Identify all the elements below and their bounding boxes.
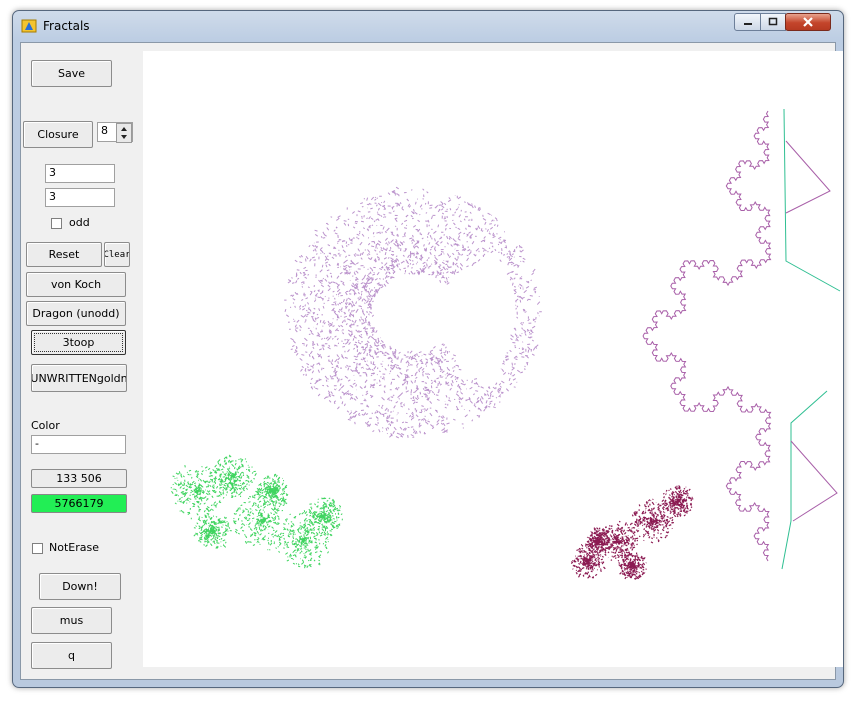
3toop-button[interactable]: 3toop xyxy=(31,330,126,355)
title-bar[interactable]: Fractals xyxy=(13,11,843,42)
closure-spinner[interactable] xyxy=(116,123,132,143)
param-input-1[interactable]: 3 xyxy=(45,164,115,183)
app-icon xyxy=(21,19,37,33)
app-window: Fractals Save Closure 8 3 3 odd Reset Cl… xyxy=(12,10,844,688)
closure-button[interactable]: Closure xyxy=(23,121,93,148)
green-fractal xyxy=(170,454,343,569)
teal-line-lower xyxy=(781,390,828,570)
close-button[interactable] xyxy=(785,13,831,31)
purple-zigzag-upper xyxy=(785,140,831,214)
teal-line-upper xyxy=(783,108,841,292)
von-koch-button[interactable]: von Koch xyxy=(26,272,126,297)
koch-curve xyxy=(642,335,772,562)
maximize-icon xyxy=(768,17,778,26)
spin-arrows-icon xyxy=(121,127,127,139)
count-display-2: 5766179 xyxy=(31,494,127,513)
color-label: Color xyxy=(31,419,60,432)
dragon-button[interactable]: Dragon (unodd) xyxy=(26,301,126,326)
down-button[interactable]: Down! xyxy=(39,573,121,600)
noterase-checkbox[interactable] xyxy=(32,543,43,554)
purple-zigzag-lower xyxy=(790,440,838,522)
save-button[interactable]: Save xyxy=(31,60,112,87)
q-button[interactable]: q xyxy=(31,642,112,669)
odd-checkbox[interactable] xyxy=(51,218,62,229)
close-icon xyxy=(803,17,813,27)
minimize-icon xyxy=(743,23,752,25)
client-area: Save Closure 8 3 3 odd Reset Clear von K… xyxy=(20,42,843,680)
count-display-1: 133 506 xyxy=(31,469,127,488)
param-input-2[interactable]: 3 xyxy=(45,188,115,207)
purple-fractal xyxy=(284,186,542,439)
maximize-button[interactable] xyxy=(760,13,786,31)
maroon-fractal xyxy=(570,485,694,580)
noterase-label: NotErase xyxy=(49,541,99,554)
closure-value: 8 xyxy=(101,124,108,137)
clear-button[interactable]: Clear xyxy=(104,242,130,267)
reset-button[interactable]: Reset xyxy=(26,242,102,267)
fractal-drawing xyxy=(170,108,841,580)
odd-label: odd xyxy=(69,216,90,229)
mus-button[interactable]: mus xyxy=(31,607,112,634)
drawing-canvas[interactable] xyxy=(143,51,843,667)
unwritten-button[interactable]: UNWRITTENgoldn xyxy=(31,364,127,392)
color-input[interactable]: - xyxy=(31,435,126,454)
minimize-button[interactable] xyxy=(734,13,761,31)
koch-curve xyxy=(642,110,772,337)
window-title: Fractals xyxy=(43,19,90,33)
